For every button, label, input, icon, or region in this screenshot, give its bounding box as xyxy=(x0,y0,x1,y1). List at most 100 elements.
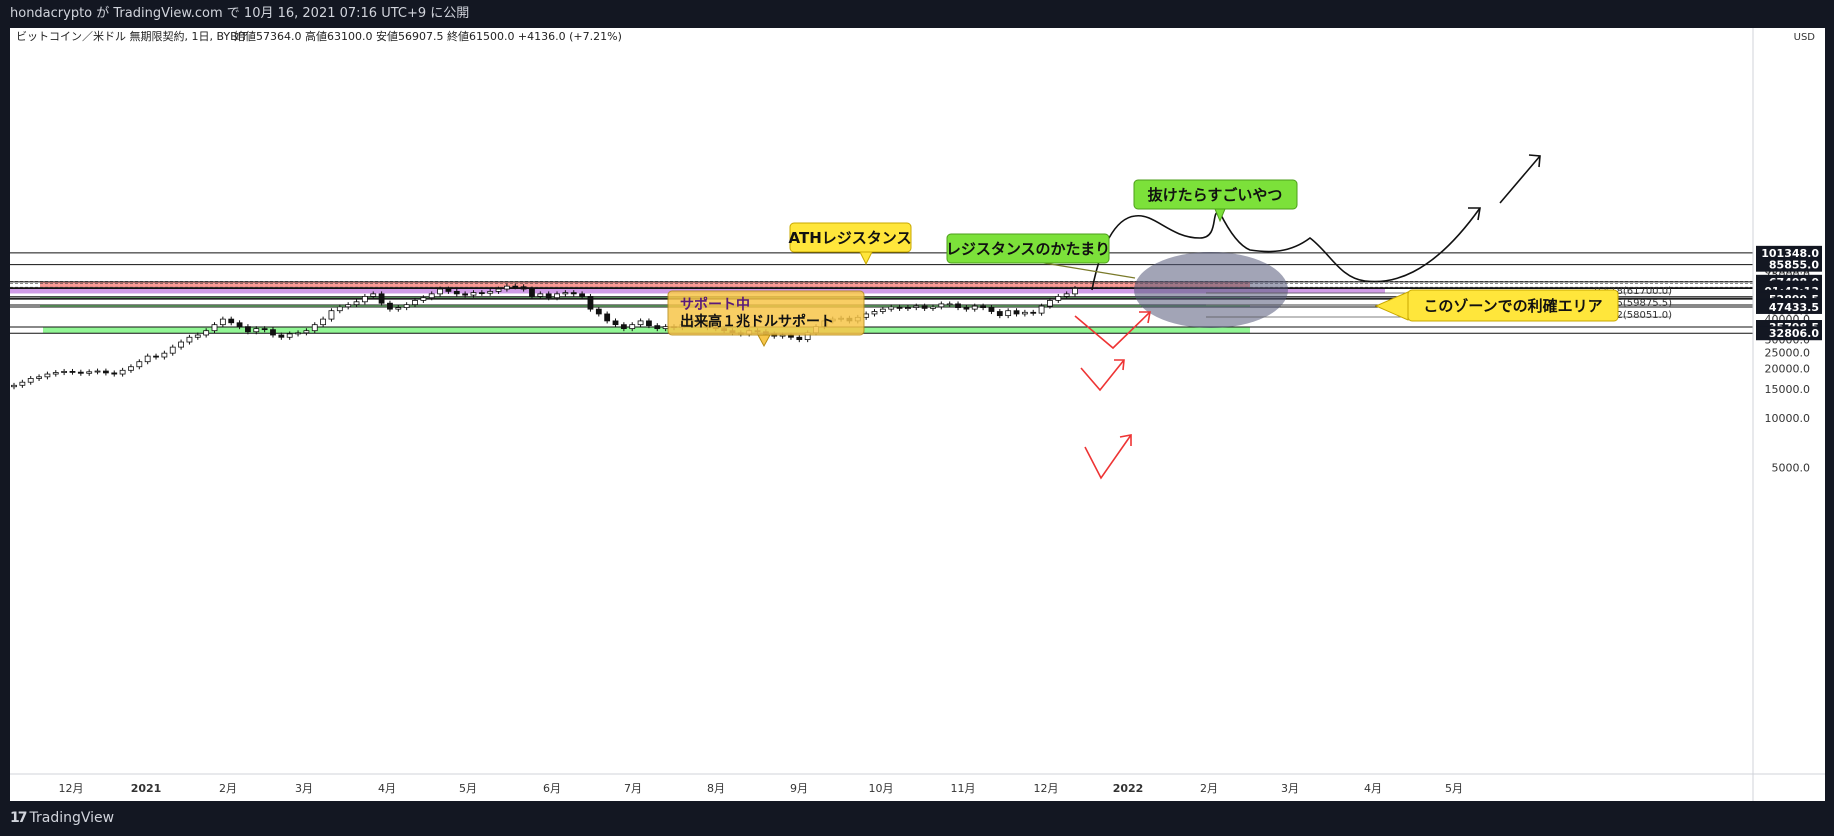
candle xyxy=(77,369,84,376)
candle xyxy=(879,306,886,315)
candle xyxy=(445,286,452,294)
candle-body xyxy=(980,305,987,309)
candle xyxy=(261,326,268,333)
callout-profit-text: このゾーンでの利確エリア xyxy=(1423,297,1602,315)
candle xyxy=(913,303,920,311)
candle-body xyxy=(888,306,895,310)
candle-body xyxy=(495,288,502,292)
chart-frame[interactable]: 0.618(61700.0) 0.5(59875.5) 0.382(58051.… xyxy=(10,28,1825,801)
price-level-label: 47433.5 xyxy=(1756,299,1822,314)
breakout-arrow-head xyxy=(1468,207,1481,221)
candle-body xyxy=(303,330,310,334)
candle-body xyxy=(178,341,184,348)
support-zone-green-3 xyxy=(43,327,1250,334)
time-tick-label: 10月 xyxy=(869,782,894,795)
time-tick-label: 2022 xyxy=(1113,782,1144,795)
candle xyxy=(537,291,544,299)
candle xyxy=(478,290,485,296)
time-axis: 12月 2021 2月 3月 4月 5月 6月 7月 8月 9月 10月 11月 12月 2022 2月 3月… xyxy=(59,782,1464,795)
candle xyxy=(637,318,644,328)
instrument-label: ビットコイン／米ドル 無期限契約, 1日, BYBIT xyxy=(16,29,248,43)
candle-body xyxy=(879,308,886,312)
red-arrow-head xyxy=(1139,311,1151,324)
candle-body xyxy=(1005,310,1012,317)
candle xyxy=(504,283,510,292)
candle-body xyxy=(520,286,527,290)
candle-body xyxy=(921,305,928,309)
candle xyxy=(1063,291,1070,299)
time-tick-label: 2021 xyxy=(131,782,162,795)
candle xyxy=(896,304,903,311)
candle-body xyxy=(111,372,118,375)
candle-body xyxy=(77,371,84,374)
candle xyxy=(1038,303,1045,316)
ath-resistance-zone xyxy=(40,281,1250,289)
candle xyxy=(512,283,519,290)
chart-background xyxy=(10,28,1825,801)
candle xyxy=(228,316,235,326)
candle-body xyxy=(61,371,68,373)
candle xyxy=(161,350,168,360)
candle xyxy=(462,291,469,298)
price-level-badge xyxy=(1756,299,1822,314)
candle xyxy=(520,284,527,292)
callout-breakout-text: 抜けたらすごいやつ xyxy=(1148,186,1283,204)
callout-profit-zone: このゾーンでの利確エリア xyxy=(1374,289,1619,322)
candle-body xyxy=(102,370,109,374)
candle-body xyxy=(211,324,218,332)
candle xyxy=(378,291,385,306)
candle-body xyxy=(562,292,569,295)
candle xyxy=(963,305,970,312)
candle-body xyxy=(261,328,268,331)
candle-body xyxy=(587,296,594,310)
candle-body xyxy=(278,334,285,338)
candle-body xyxy=(930,306,936,309)
candle xyxy=(579,291,585,299)
red-arrow-path xyxy=(1084,434,1132,480)
candle xyxy=(971,303,978,312)
candle-body xyxy=(462,293,469,296)
candle-body xyxy=(219,318,226,326)
candle xyxy=(169,344,176,356)
candle xyxy=(303,328,310,336)
candle xyxy=(128,364,134,373)
candle xyxy=(353,299,360,308)
breakout-scenario-curve xyxy=(1091,207,1481,291)
candle-body xyxy=(996,311,1003,317)
tradingview-logo-icon: 17 xyxy=(10,810,28,826)
candle-body xyxy=(620,324,627,330)
candle-body xyxy=(253,328,260,333)
candle xyxy=(11,382,17,390)
candle xyxy=(286,331,293,340)
price-level-text: 47433.5 xyxy=(1769,301,1819,314)
candle xyxy=(119,367,126,377)
candle xyxy=(930,304,936,311)
candle xyxy=(69,368,76,375)
candle-body xyxy=(487,291,494,294)
fib-label-0618: 0.618(61700.0) xyxy=(1594,286,1672,297)
candle xyxy=(295,330,301,337)
candle xyxy=(219,316,226,328)
callout-resistance-cluster: レジスタンスのかたまり xyxy=(946,233,1110,264)
time-tick-label: 8月 xyxy=(707,782,725,795)
tradingview-logo[interactable]: 17 TradingView xyxy=(10,801,114,836)
candle xyxy=(587,293,594,312)
red-arrow-head xyxy=(1119,434,1132,446)
support-zone-green-1 xyxy=(40,296,1250,299)
candle-body xyxy=(1072,288,1078,295)
candle-body xyxy=(36,376,42,379)
candle xyxy=(178,339,184,350)
candle xyxy=(1055,293,1062,303)
candle-body xyxy=(437,288,443,295)
price-level-text: 32806.0 xyxy=(1769,327,1819,340)
candle xyxy=(980,303,987,311)
candle xyxy=(545,291,552,301)
candle xyxy=(328,308,335,322)
candle-body xyxy=(946,303,953,306)
candle xyxy=(1021,309,1028,317)
candle-body xyxy=(1013,310,1020,315)
red-arrow-head xyxy=(1114,359,1125,371)
price-chart[interactable]: 0.618(61700.0) 0.5(59875.5) 0.382(58051.… xyxy=(10,28,1825,801)
candle-body xyxy=(295,332,301,335)
candle-body xyxy=(871,311,878,315)
